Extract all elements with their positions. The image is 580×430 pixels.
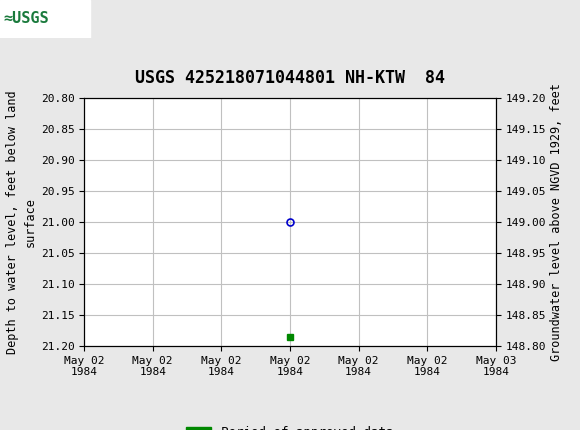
Text: USGS 425218071044801 NH-KTW  84: USGS 425218071044801 NH-KTW 84 (135, 69, 445, 87)
Y-axis label: Groundwater level above NGVD 1929, feet: Groundwater level above NGVD 1929, feet (550, 83, 563, 361)
Text: ≈USGS: ≈USGS (3, 12, 49, 26)
Bar (0, 0, 90, 38)
Legend: Period of approved data: Period of approved data (181, 421, 399, 430)
Y-axis label: Depth to water level, feet below land
surface: Depth to water level, feet below land su… (6, 90, 37, 354)
